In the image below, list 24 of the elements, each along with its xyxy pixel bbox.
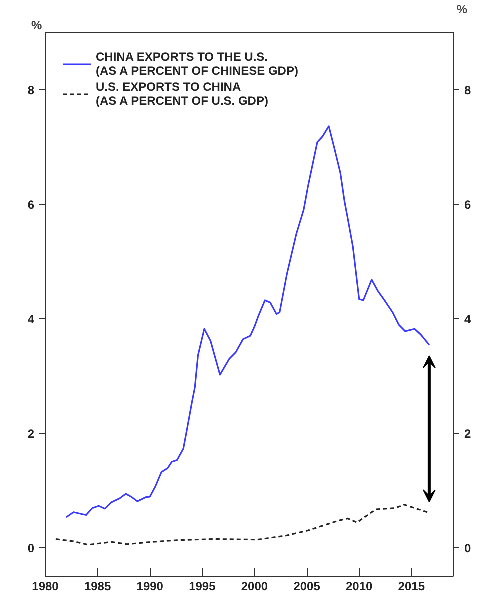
y2-tick-label: 0 [464, 541, 472, 556]
x-tick-label: 1985 [84, 580, 112, 594]
y2-axis-title: % [456, 2, 468, 16]
x-tick-label: 2015 [398, 580, 426, 594]
y-tick-label: 8 [28, 83, 35, 98]
x-tick-label: 1995 [189, 580, 216, 594]
y-tick-label: 6 [28, 198, 35, 212]
y2-tick-label: 8 [464, 83, 472, 98]
x-tick-label: 2010 [346, 580, 374, 594]
x-tick-label: 1990 [136, 580, 164, 594]
line-series [55, 504, 430, 546]
x-tick-label: 2000 [241, 580, 268, 594]
y-axis-title: % [32, 18, 42, 32]
y-tick-label: 0 [28, 541, 35, 556]
x-tick-label: 2005 [294, 580, 321, 594]
y-tick-label: 4 [28, 312, 35, 326]
y2-tick-label: 2 [464, 426, 472, 441]
legend-label: CHINA EXPORTS TO THE U.S. (AS A PERCENT OF CHINESE GDP) [96, 50, 298, 78]
x-tick-label: 1980 [32, 580, 60, 594]
y2-tick-label: 6 [464, 198, 472, 212]
y-tick-label: 2 [28, 426, 35, 441]
legend-label: U.S. EXPORTS TO CHINA (AS A PERCENT OF U.S. GDP) [96, 80, 268, 108]
line-series [66, 126, 430, 518]
y2-tick-label: 4 [464, 312, 472, 326]
